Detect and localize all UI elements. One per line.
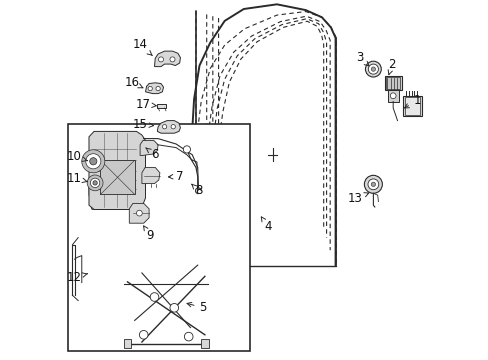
Text: 17: 17 (135, 98, 156, 111)
Text: 13: 13 (347, 192, 368, 205)
Polygon shape (145, 83, 163, 94)
Bar (404, 97, 419, 115)
Text: 10: 10 (67, 150, 87, 163)
Text: 16: 16 (125, 76, 143, 89)
Polygon shape (89, 131, 145, 210)
Text: 5: 5 (186, 301, 206, 314)
Circle shape (148, 86, 152, 91)
Text: 7: 7 (168, 170, 183, 183)
Text: 2: 2 (387, 58, 395, 75)
Text: 11: 11 (67, 172, 87, 185)
Bar (101, 160, 134, 194)
Circle shape (365, 61, 381, 77)
Circle shape (367, 64, 378, 74)
Text: 1: 1 (404, 94, 420, 108)
Bar (384, 76, 401, 90)
Bar (402, 96, 421, 116)
Circle shape (139, 330, 148, 339)
Circle shape (170, 57, 175, 62)
Circle shape (136, 210, 142, 216)
Circle shape (184, 332, 193, 341)
Circle shape (85, 154, 101, 169)
Circle shape (183, 146, 190, 153)
Circle shape (170, 303, 178, 312)
Circle shape (90, 178, 100, 188)
Polygon shape (157, 121, 180, 133)
Circle shape (81, 150, 104, 173)
Text: 3: 3 (355, 51, 368, 66)
Circle shape (89, 158, 97, 165)
Text: 15: 15 (132, 118, 153, 131)
Circle shape (158, 57, 163, 62)
Text: 14: 14 (132, 39, 152, 55)
Circle shape (367, 179, 378, 190)
Circle shape (156, 86, 160, 91)
Text: 4: 4 (261, 217, 271, 233)
Polygon shape (154, 51, 180, 67)
Polygon shape (89, 172, 141, 210)
Bar (123, 339, 131, 348)
Bar (68, 124, 249, 351)
Circle shape (171, 125, 175, 129)
Bar (157, 104, 166, 108)
Text: 12: 12 (67, 271, 87, 284)
Circle shape (389, 93, 395, 99)
Circle shape (150, 293, 159, 301)
Text: 6: 6 (145, 148, 158, 161)
Circle shape (370, 67, 375, 71)
Text: 9: 9 (143, 226, 154, 242)
Bar (201, 339, 208, 348)
Polygon shape (142, 167, 160, 184)
Circle shape (87, 175, 103, 191)
Bar (387, 90, 398, 102)
Bar (385, 77, 400, 89)
Polygon shape (129, 203, 149, 223)
Circle shape (364, 175, 382, 193)
Circle shape (162, 125, 166, 129)
Text: 8: 8 (191, 184, 202, 197)
Polygon shape (140, 140, 158, 156)
Circle shape (93, 181, 97, 185)
Circle shape (370, 182, 375, 186)
